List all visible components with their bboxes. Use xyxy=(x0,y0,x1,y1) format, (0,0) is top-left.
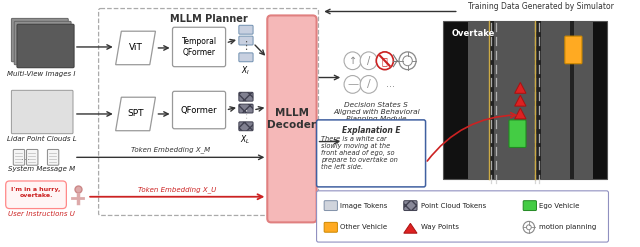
FancyBboxPatch shape xyxy=(26,149,38,165)
Text: MLLM
Decoder: MLLM Decoder xyxy=(268,108,316,130)
Text: Token Embedding X_M: Token Embedding X_M xyxy=(131,147,210,153)
Text: —: — xyxy=(347,80,358,89)
FancyBboxPatch shape xyxy=(239,104,253,113)
Circle shape xyxy=(344,52,361,70)
Text: User Instructions U: User Instructions U xyxy=(8,210,75,217)
Circle shape xyxy=(523,221,534,233)
Text: Decision States S
Aligned with Behavioral
Planning Module: Decision States S Aligned with Behaviora… xyxy=(333,102,420,122)
Text: /: / xyxy=(367,56,371,66)
FancyBboxPatch shape xyxy=(317,120,426,187)
FancyBboxPatch shape xyxy=(268,15,317,222)
FancyBboxPatch shape xyxy=(13,149,25,165)
Text: Other Vehicle: Other Vehicle xyxy=(340,224,387,230)
Polygon shape xyxy=(515,108,526,119)
Text: Point Cloud Tokens: Point Cloud Tokens xyxy=(421,203,486,209)
FancyBboxPatch shape xyxy=(317,191,609,242)
FancyBboxPatch shape xyxy=(404,201,417,210)
FancyBboxPatch shape xyxy=(17,24,74,68)
Circle shape xyxy=(399,52,416,70)
Text: /: / xyxy=(367,80,371,89)
FancyBboxPatch shape xyxy=(17,24,74,68)
Text: ⋮: ⋮ xyxy=(240,110,251,120)
FancyBboxPatch shape xyxy=(47,149,59,165)
Text: ...: ... xyxy=(386,80,395,89)
FancyBboxPatch shape xyxy=(173,91,225,129)
Bar xyxy=(468,21,489,179)
Text: Multi-View Images I: Multi-View Images I xyxy=(8,71,76,77)
Bar xyxy=(570,21,574,179)
FancyBboxPatch shape xyxy=(324,222,337,232)
Text: ↑: ↑ xyxy=(349,56,356,66)
Text: $X_I$: $X_I$ xyxy=(241,65,250,77)
FancyBboxPatch shape xyxy=(239,122,253,131)
Circle shape xyxy=(344,76,361,93)
Text: There is a white car
slowly moving at the
front ahead of ego, so
prepare to over: There is a white car slowly moving at th… xyxy=(321,136,398,170)
Polygon shape xyxy=(515,82,526,93)
Text: SPT: SPT xyxy=(127,109,144,119)
FancyBboxPatch shape xyxy=(14,21,71,65)
Bar xyxy=(541,21,570,179)
Text: Token Embedding X_U: Token Embedding X_U xyxy=(138,186,216,193)
Polygon shape xyxy=(116,31,156,65)
Text: $X_L$: $X_L$ xyxy=(241,134,251,146)
Text: Overtake: Overtake xyxy=(452,29,495,38)
FancyBboxPatch shape xyxy=(6,181,67,208)
Bar xyxy=(574,21,593,179)
Text: Explanation E: Explanation E xyxy=(342,126,401,135)
Text: ...: ... xyxy=(21,152,30,162)
Text: System Message M: System Message M xyxy=(8,166,76,172)
FancyBboxPatch shape xyxy=(12,18,68,62)
Text: I'm in a hurry,
overtake.: I'm in a hurry, overtake. xyxy=(12,187,61,198)
Polygon shape xyxy=(404,223,417,233)
FancyBboxPatch shape xyxy=(12,90,73,134)
FancyBboxPatch shape xyxy=(239,25,253,34)
Circle shape xyxy=(360,52,377,70)
FancyBboxPatch shape xyxy=(239,53,253,62)
Text: Way Points: Way Points xyxy=(421,224,459,230)
Polygon shape xyxy=(116,97,156,131)
Text: Image Tokens: Image Tokens xyxy=(340,203,388,209)
FancyBboxPatch shape xyxy=(509,120,526,147)
Text: ⋮: ⋮ xyxy=(240,41,251,51)
Text: MLLM Planner: MLLM Planner xyxy=(170,14,248,24)
FancyBboxPatch shape xyxy=(565,36,582,64)
FancyBboxPatch shape xyxy=(239,36,253,45)
FancyBboxPatch shape xyxy=(324,201,337,210)
FancyBboxPatch shape xyxy=(239,92,253,101)
Bar xyxy=(494,21,536,179)
Text: ViT: ViT xyxy=(129,43,143,52)
Circle shape xyxy=(376,52,394,70)
FancyBboxPatch shape xyxy=(523,201,536,210)
Bar xyxy=(536,21,541,179)
Circle shape xyxy=(376,52,394,70)
Bar xyxy=(489,21,494,179)
Circle shape xyxy=(360,76,377,93)
Text: Training Data Generated by Simulator: Training Data Generated by Simulator xyxy=(468,1,614,11)
Text: QFormer: QFormer xyxy=(180,105,218,115)
Text: Ego Vehicle: Ego Vehicle xyxy=(540,203,580,209)
FancyBboxPatch shape xyxy=(443,21,607,179)
Text: 🚫: 🚫 xyxy=(382,56,388,66)
Text: Temporal
QFormer: Temporal QFormer xyxy=(182,37,216,57)
FancyBboxPatch shape xyxy=(173,27,225,67)
Text: Lidar Point Clouds L: Lidar Point Clouds L xyxy=(7,136,77,142)
Text: motion planning: motion planning xyxy=(540,224,596,230)
Polygon shape xyxy=(515,95,526,106)
